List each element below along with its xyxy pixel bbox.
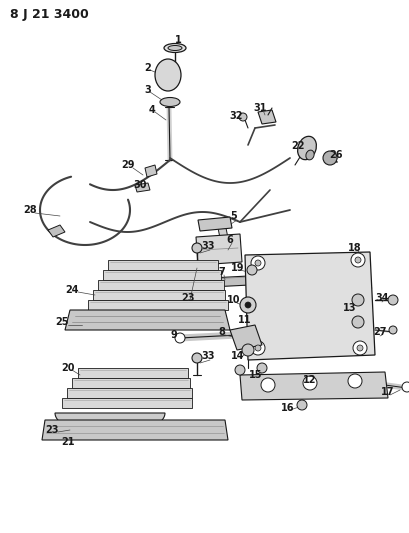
Ellipse shape [164, 44, 186, 52]
Circle shape [355, 257, 361, 263]
Text: 20: 20 [61, 363, 75, 373]
Text: 1: 1 [175, 35, 181, 45]
Polygon shape [245, 252, 375, 360]
Polygon shape [65, 310, 230, 330]
Ellipse shape [155, 59, 181, 91]
Polygon shape [108, 260, 218, 270]
Ellipse shape [306, 150, 314, 160]
Circle shape [352, 294, 364, 306]
Polygon shape [55, 413, 165, 435]
Polygon shape [198, 217, 232, 231]
Circle shape [242, 344, 254, 356]
Text: 34: 34 [375, 293, 389, 303]
Text: 29: 29 [121, 160, 135, 170]
Circle shape [257, 363, 267, 373]
Circle shape [323, 151, 337, 165]
Circle shape [351, 253, 365, 267]
Circle shape [388, 295, 398, 305]
Text: 26: 26 [329, 150, 343, 160]
Circle shape [247, 265, 257, 275]
Polygon shape [88, 300, 228, 310]
Text: 6: 6 [227, 235, 234, 245]
Circle shape [251, 341, 265, 355]
Polygon shape [103, 270, 221, 280]
Ellipse shape [160, 98, 180, 107]
Text: 33: 33 [201, 351, 215, 361]
Text: 14: 14 [231, 351, 245, 361]
Text: 9: 9 [171, 330, 178, 340]
Polygon shape [145, 165, 157, 177]
Text: 31: 31 [253, 103, 267, 113]
Polygon shape [67, 388, 192, 398]
Circle shape [175, 333, 185, 343]
Circle shape [357, 345, 363, 351]
Polygon shape [218, 228, 228, 238]
Text: 23: 23 [181, 293, 195, 303]
Ellipse shape [298, 136, 317, 160]
Text: 8 J 21 3400: 8 J 21 3400 [10, 8, 89, 21]
Text: 28: 28 [23, 205, 37, 215]
Circle shape [255, 260, 261, 266]
Text: 2: 2 [145, 63, 151, 73]
Circle shape [261, 378, 275, 392]
Polygon shape [98, 280, 224, 290]
Polygon shape [93, 290, 225, 300]
Polygon shape [230, 325, 262, 350]
Text: 21: 21 [61, 437, 75, 447]
Circle shape [389, 326, 397, 334]
Circle shape [348, 374, 362, 388]
Text: 8: 8 [218, 327, 225, 337]
Circle shape [245, 302, 251, 308]
Text: 33: 33 [201, 241, 215, 251]
Text: 23: 23 [45, 425, 59, 435]
Circle shape [239, 113, 247, 121]
Circle shape [251, 256, 265, 270]
Text: 10: 10 [227, 295, 241, 305]
Ellipse shape [168, 45, 182, 51]
Circle shape [235, 365, 245, 375]
Text: 32: 32 [229, 111, 243, 121]
Polygon shape [240, 372, 388, 400]
Polygon shape [210, 275, 269, 287]
Polygon shape [42, 420, 228, 440]
Text: 17: 17 [381, 387, 395, 397]
Text: 5: 5 [231, 211, 237, 221]
Circle shape [192, 243, 202, 253]
Text: 7: 7 [219, 267, 225, 277]
Circle shape [402, 382, 409, 392]
Circle shape [192, 353, 202, 363]
Circle shape [353, 341, 367, 355]
Text: 19: 19 [231, 263, 245, 273]
Text: 4: 4 [148, 105, 155, 115]
Text: 27: 27 [373, 327, 387, 337]
Text: 24: 24 [65, 285, 79, 295]
Circle shape [303, 376, 317, 390]
Polygon shape [78, 368, 188, 378]
Polygon shape [135, 183, 150, 192]
Circle shape [352, 316, 364, 328]
Circle shape [297, 400, 307, 410]
Polygon shape [62, 398, 192, 408]
Text: 3: 3 [145, 85, 151, 95]
Text: 25: 25 [55, 317, 69, 327]
Text: 15: 15 [249, 370, 263, 380]
Polygon shape [72, 378, 190, 388]
Circle shape [255, 345, 261, 351]
Polygon shape [48, 225, 65, 237]
Polygon shape [258, 110, 276, 124]
Text: 30: 30 [133, 180, 147, 190]
Text: 16: 16 [281, 403, 295, 413]
Text: 22: 22 [291, 141, 305, 151]
Text: 13: 13 [343, 303, 357, 313]
Text: 18: 18 [348, 243, 362, 253]
Text: 12: 12 [303, 375, 317, 385]
Text: 11: 11 [238, 315, 252, 325]
Polygon shape [196, 234, 242, 265]
Circle shape [240, 297, 256, 313]
